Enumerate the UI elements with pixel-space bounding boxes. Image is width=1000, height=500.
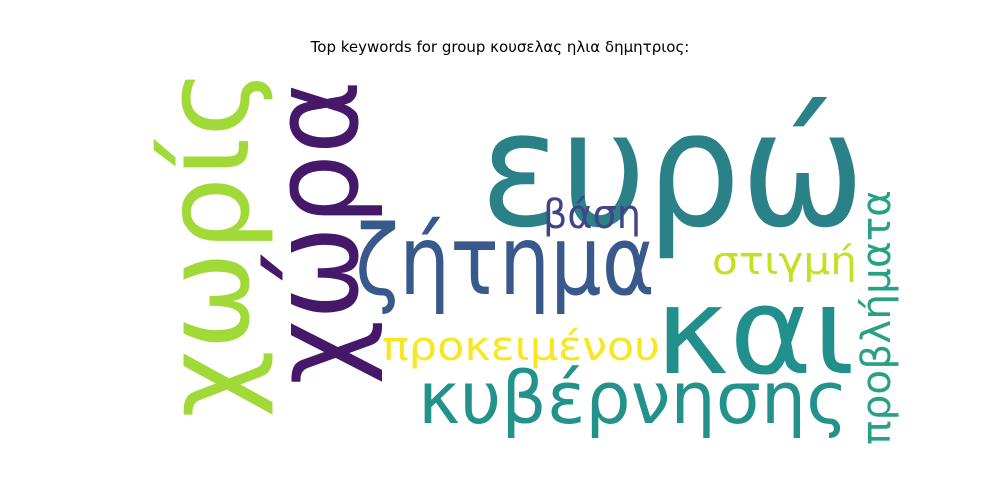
word-kyverniseis: κυβέρνησης: [418, 356, 848, 440]
word-zitima: ζήτημα: [355, 205, 655, 317]
word-xora: χώρα: [247, 80, 386, 385]
word-vasi: βάση: [543, 192, 641, 238]
word-prokeimenou: προκειμένου: [382, 324, 660, 370]
word-eyro: ευρώ: [480, 76, 865, 263]
word-provlimata: προβλήματα: [854, 190, 900, 445]
word-xoris: χωρίς: [138, 68, 276, 418]
figure-title: Top keywords for group κουσελας ηλια δημ…: [310, 38, 690, 56]
word-stigmi: στιγμή: [712, 239, 857, 283]
word-kai: και: [655, 263, 855, 402]
